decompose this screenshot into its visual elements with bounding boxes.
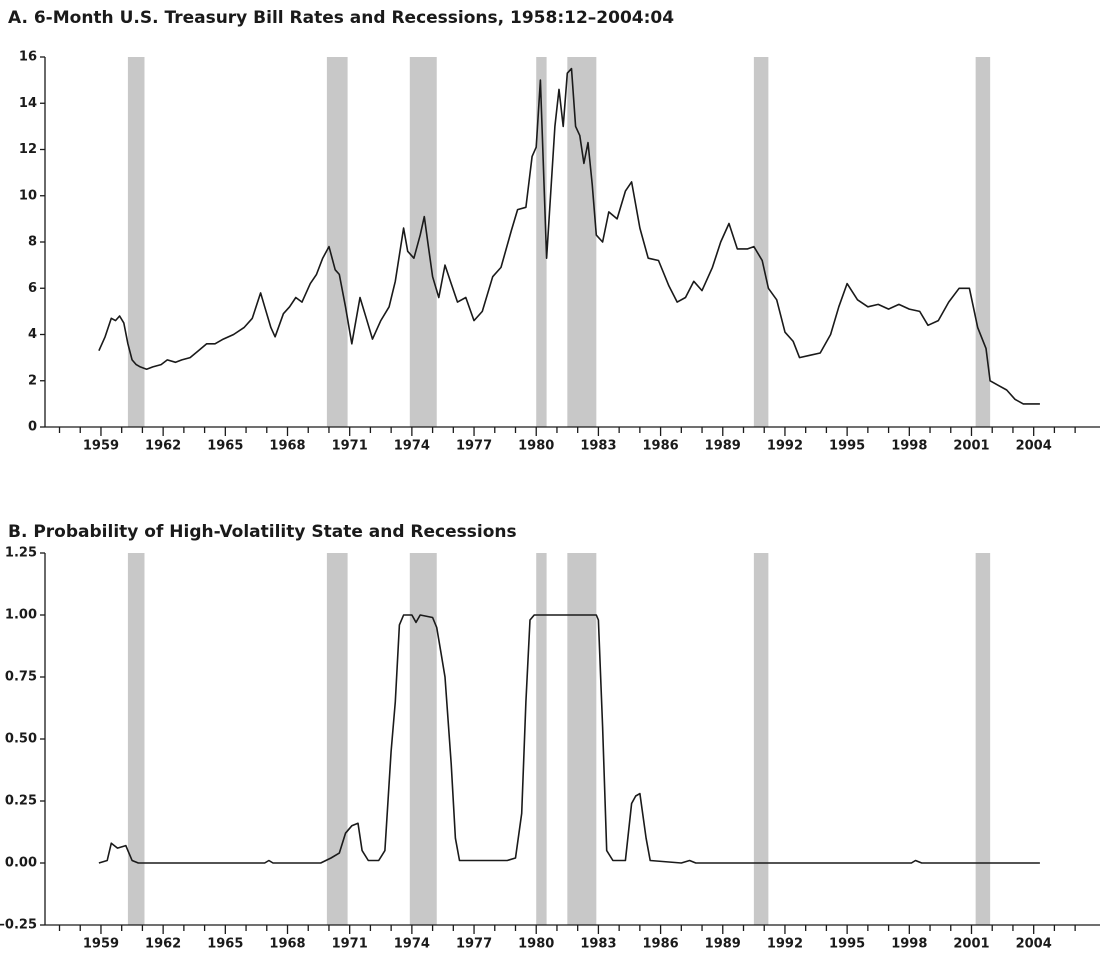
y-tick-label: 12 (19, 142, 37, 157)
x-tick-label: 1986 (642, 937, 678, 952)
x-tick-label: 1968 (269, 937, 305, 952)
recession-band (326, 553, 348, 925)
y-tick-label: 1.00 (5, 608, 37, 623)
x-tick-label: 1980 (518, 937, 554, 952)
x-tick-label: 1974 (394, 439, 430, 454)
recession-band (975, 553, 991, 925)
x-tick-label: 1998 (891, 439, 927, 454)
x-tick-label: 1968 (269, 439, 305, 454)
x-tick-label: 1962 (145, 937, 181, 952)
y-tick-label: 1.25 (5, 546, 37, 561)
chart-title: B. Probability of High-Volatility State … (8, 522, 517, 542)
y-tick-label: 6 (28, 281, 37, 296)
x-tick-label: 1995 (829, 937, 865, 952)
x-tick-label: 2004 (1016, 439, 1052, 454)
x-tick-label: 1992 (767, 439, 803, 454)
recession-band (567, 553, 597, 925)
x-tick-label: 2004 (1016, 937, 1052, 952)
recession-band (975, 57, 991, 427)
x-tick-label: 1992 (767, 937, 803, 952)
y-tick-label: 0.25 (5, 794, 37, 809)
x-tick-label: 1959 (83, 937, 119, 952)
y-tick-label: 0.00 (5, 856, 37, 871)
x-tick-label: 1989 (705, 439, 741, 454)
y-tick-label: –0.25 (0, 918, 37, 933)
data-line (98, 614, 1040, 864)
x-tick-label: 2001 (953, 937, 989, 952)
recession-band (409, 57, 437, 427)
x-tick-label: 1971 (332, 439, 368, 454)
recession-band (409, 553, 437, 925)
x-tick-label: 1986 (642, 439, 678, 454)
y-tick-label: 4 (28, 327, 37, 342)
x-tick-label: 1971 (332, 937, 368, 952)
x-tick-label: 1962 (145, 439, 181, 454)
recession-band (127, 553, 145, 925)
x-tick-label: 1977 (456, 439, 492, 454)
x-tick-label: 1965 (207, 937, 243, 952)
x-tick-label: 1959 (83, 439, 119, 454)
recession-band (127, 57, 145, 427)
x-tick-label: 1965 (207, 439, 243, 454)
x-tick-label: 1977 (456, 937, 492, 952)
x-tick-label: 1974 (394, 937, 430, 952)
x-tick-label: 1983 (580, 937, 616, 952)
y-tick-label: 10 (19, 188, 37, 203)
x-tick-label: 1983 (580, 439, 616, 454)
recession-band (536, 553, 547, 925)
y-tick-label: 0.50 (5, 732, 37, 747)
x-tick-label: 1995 (829, 439, 865, 454)
y-tick-label: 0.75 (5, 670, 37, 685)
x-tick-label: 2001 (953, 439, 989, 454)
x-tick-label: 1989 (705, 937, 741, 952)
data-line (98, 67, 1040, 405)
recession-band (326, 57, 348, 427)
y-tick-label: 16 (19, 50, 37, 65)
y-tick-label: 0 (28, 420, 37, 435)
x-tick-label: 1998 (891, 937, 927, 952)
y-tick-label: 14 (19, 96, 37, 111)
recession-band (753, 57, 769, 427)
recession-band (536, 57, 547, 427)
y-tick-label: 2 (28, 373, 37, 388)
y-tick-label: 8 (28, 235, 37, 250)
recession-band (567, 57, 597, 427)
chart-title: A. 6-Month U.S. Treasury Bill Rates and … (8, 8, 674, 28)
recession-band (753, 553, 769, 925)
x-tick-label: 1980 (518, 439, 554, 454)
